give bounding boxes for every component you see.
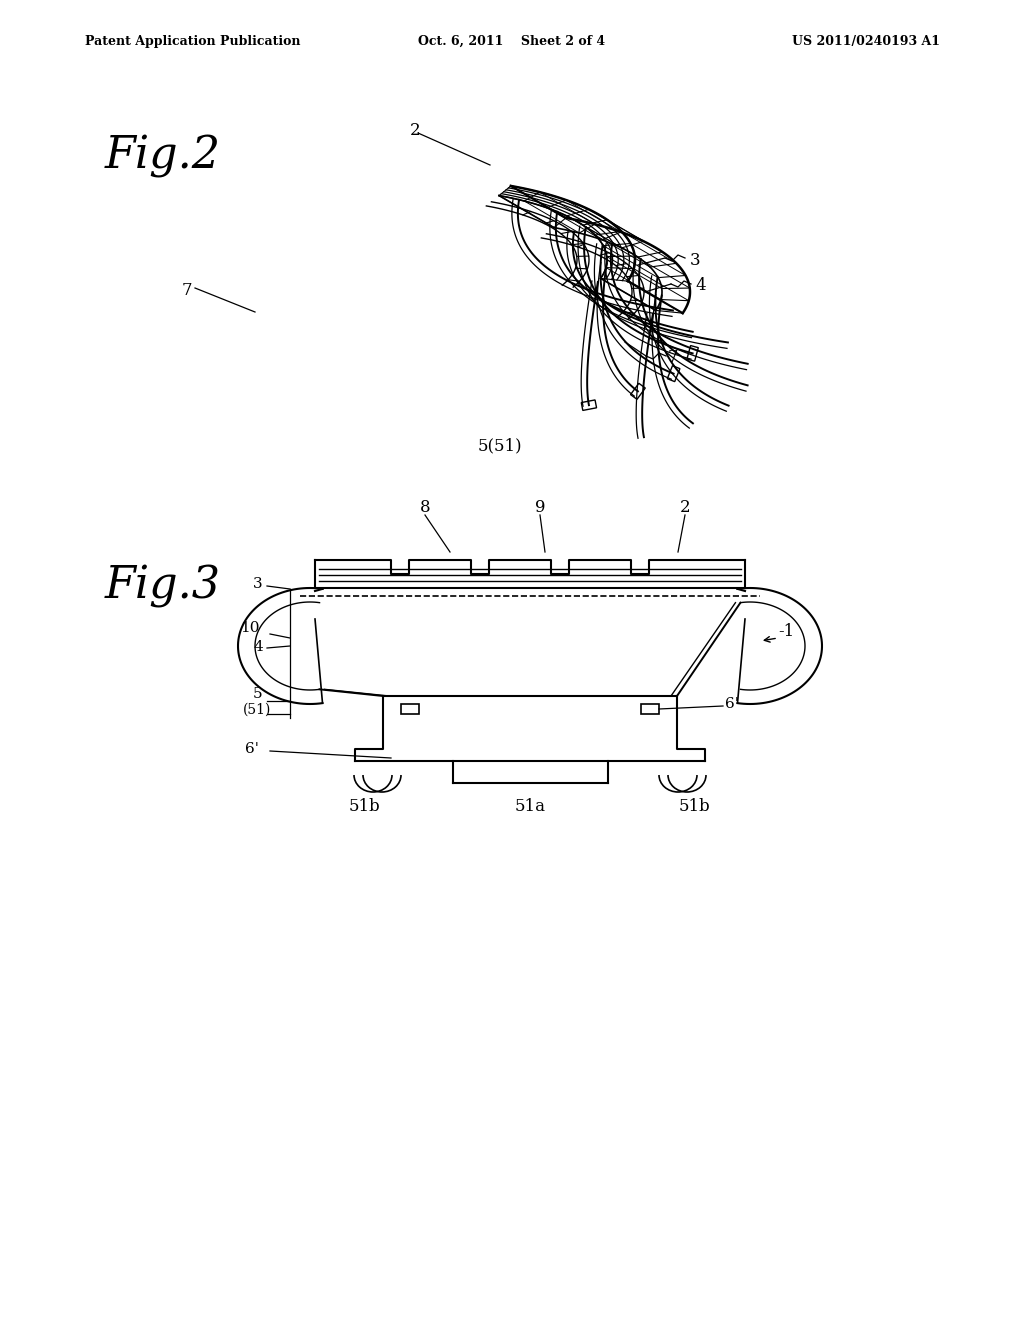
Text: 3: 3 — [690, 252, 700, 269]
Bar — [582, 400, 597, 411]
Text: 7: 7 — [668, 348, 679, 366]
Text: 51a: 51a — [514, 799, 546, 814]
Text: 9: 9 — [535, 499, 545, 516]
Text: 2: 2 — [410, 121, 421, 139]
Text: US 2011/0240193 A1: US 2011/0240193 A1 — [792, 36, 940, 48]
Bar — [631, 383, 645, 400]
Text: 3: 3 — [253, 577, 262, 591]
Text: 4: 4 — [253, 640, 263, 653]
Text: Patent Application Publication: Patent Application Publication — [85, 36, 300, 48]
Bar — [668, 366, 680, 381]
Text: 5: 5 — [253, 686, 262, 701]
Text: -1: -1 — [778, 623, 795, 640]
Text: 51b: 51b — [679, 799, 711, 814]
Bar — [687, 346, 698, 362]
Text: Oct. 6, 2011    Sheet 2 of 4: Oct. 6, 2011 Sheet 2 of 4 — [419, 36, 605, 48]
Text: Fig.2: Fig.2 — [105, 135, 221, 178]
Text: 51b: 51b — [349, 799, 381, 814]
Text: 6': 6' — [725, 697, 739, 711]
Text: 8: 8 — [420, 499, 430, 516]
Text: 6': 6' — [245, 742, 259, 756]
Text: 4: 4 — [695, 277, 706, 294]
Text: Fig.3: Fig.3 — [105, 565, 221, 609]
Text: 7: 7 — [182, 282, 193, 300]
Text: 10: 10 — [240, 620, 259, 635]
Bar — [401, 704, 419, 714]
Bar — [641, 704, 659, 714]
Text: (51): (51) — [243, 704, 271, 717]
Text: 5(51): 5(51) — [477, 437, 522, 454]
Text: 2: 2 — [680, 499, 690, 516]
